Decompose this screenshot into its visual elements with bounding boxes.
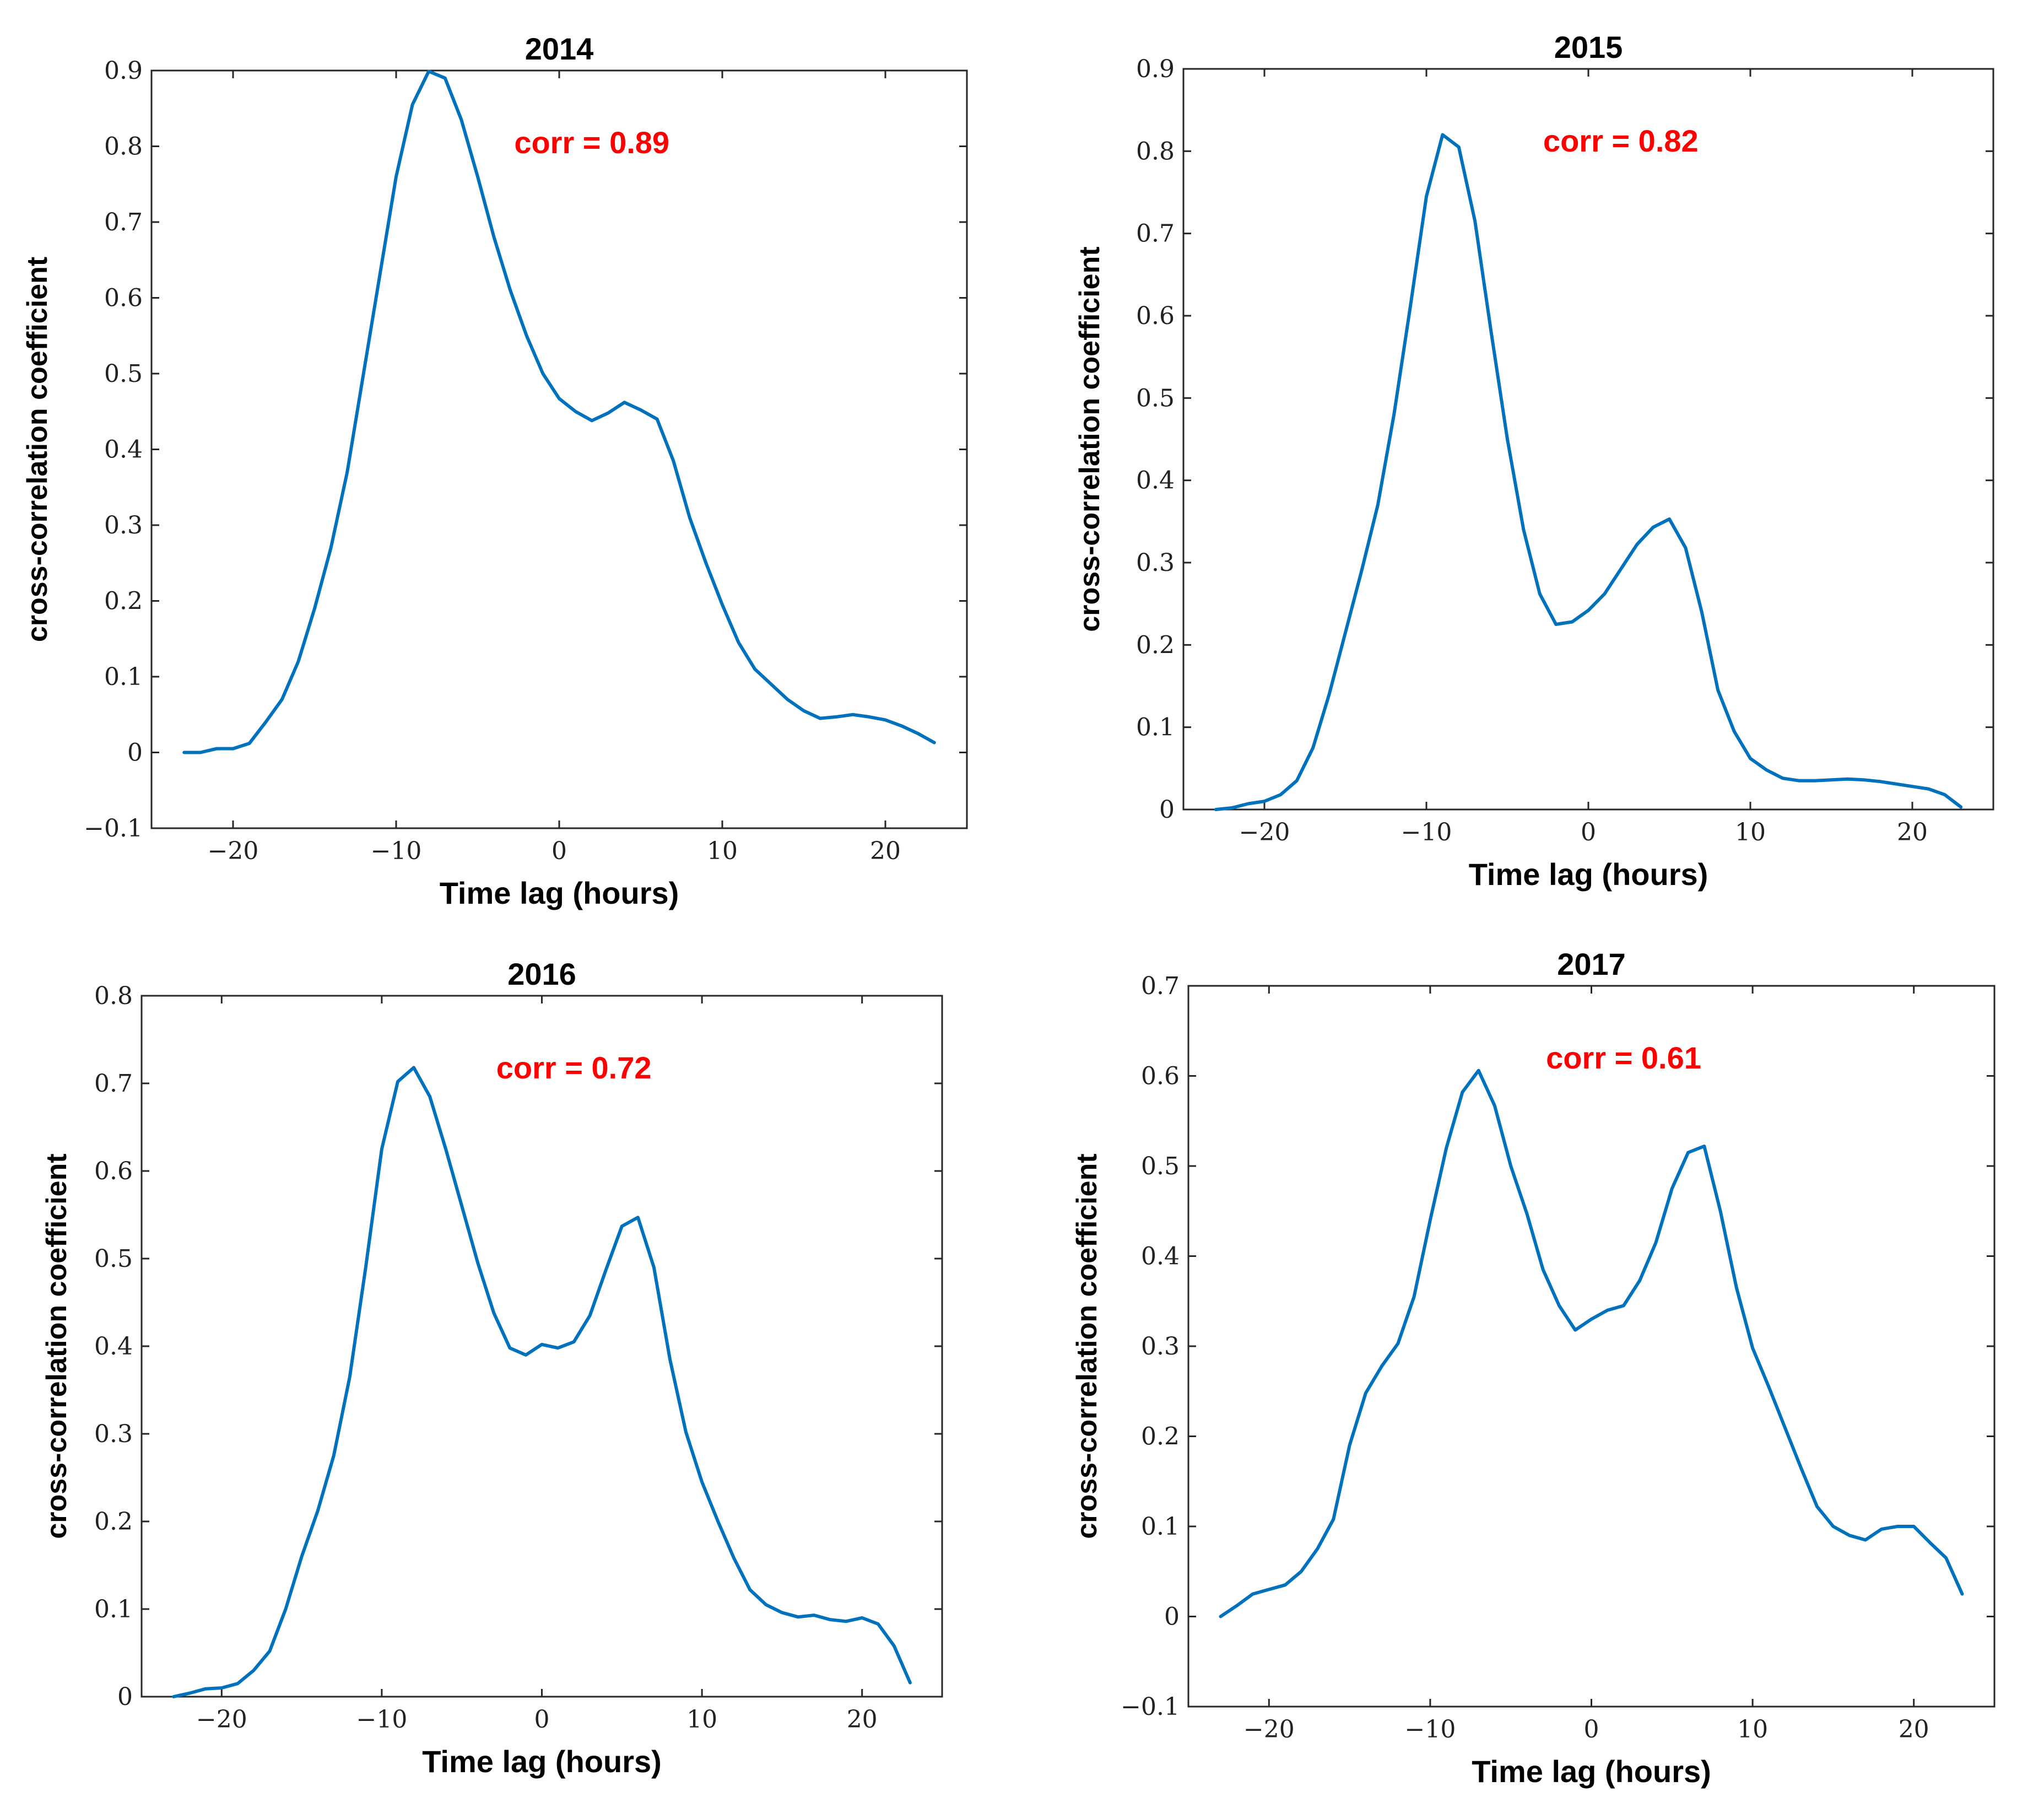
- corr-annotation: corr = 0.89: [514, 125, 669, 160]
- chart-title: 2015: [1554, 30, 1623, 64]
- y-tick-label: 0.5: [1136, 384, 1175, 412]
- y-tick-label: 0: [1159, 796, 1175, 824]
- y-tick-label: 0.8: [1136, 137, 1175, 165]
- x-axis-label: Time lag (hours): [422, 1744, 662, 1779]
- y-tick-label: 0: [117, 1683, 133, 1711]
- y-tick-label: 0.1: [1141, 1513, 1180, 1541]
- y-tick-label: 0.7: [1136, 220, 1175, 248]
- y-tick-label: 0.5: [1141, 1152, 1180, 1180]
- y-tick-label: 0.2: [1141, 1423, 1180, 1451]
- series-line: [172, 1066, 912, 1698]
- series-line: [182, 69, 936, 754]
- y-tick-label: 0.4: [1141, 1243, 1180, 1271]
- x-axis-label: Time lag (hours): [1469, 857, 1708, 892]
- x-tick-label: 10: [707, 837, 738, 865]
- y-tick-label: 0.6: [1136, 302, 1175, 330]
- x-tick-label: 0: [1584, 1715, 1599, 1744]
- panel-2016: −20 −10 0 10 20 0 0.1 0.2 0.3 0.4 0.5 0.6 0.7 0.8 2016…: [41, 957, 943, 1779]
- y-tick-label: 0.5: [104, 360, 143, 388]
- x-tick-label: −20: [208, 837, 259, 865]
- x-tick-label: 10: [686, 1706, 717, 1734]
- x-tick-label: 10: [1737, 1715, 1768, 1744]
- y-tick-label: 0: [127, 739, 143, 767]
- y-axis-label: cross-correlation coefficient: [1071, 1153, 1103, 1539]
- y-tick-label: −0.1: [84, 814, 143, 843]
- x-tick-label: 10: [1735, 818, 1766, 846]
- x-tick-label: −10: [356, 1706, 407, 1734]
- x-axis-label: Time lag (hours): [1472, 1754, 1711, 1789]
- panel-2017: −20 −10 0 10 20 −0.1 0 0.1 0.2 0.3 0.4 0.5 0.6 0.7 201…: [1071, 947, 1996, 1789]
- x-tick-label: 20: [1897, 818, 1928, 846]
- y-tick-label: 0.6: [94, 1157, 133, 1185]
- y-axis-label: cross-correlation coefficient: [1074, 246, 1106, 632]
- y-tick-label: 0.9: [1136, 55, 1175, 83]
- y-tick-label: 0.2: [94, 1508, 133, 1536]
- axes-frame: [1182, 68, 1994, 811]
- x-tick-label: 20: [847, 1706, 878, 1734]
- y-tick-label: 0.6: [104, 284, 143, 312]
- x-tick-label: −20: [1239, 818, 1290, 846]
- chart-title: 2014: [525, 31, 594, 66]
- panel-2014: −20 −10 0 10 20 −0.1 0 0.1 0.2 0.3 0.4 0.5 0.6 0.7 0.8…: [21, 31, 968, 910]
- y-tick-label: 0.3: [1141, 1332, 1180, 1361]
- x-tick-label: −10: [371, 837, 422, 865]
- x-tick-label: 20: [1899, 1715, 1929, 1744]
- series-line: [1219, 1068, 1964, 1618]
- y-tick-label: 0.6: [1141, 1062, 1180, 1091]
- y-tick-label: 0.3: [1136, 549, 1175, 577]
- y-tick-label: 0.9: [104, 57, 143, 85]
- y-tick-label: 0.1: [1136, 714, 1175, 742]
- chart-title: 2016: [507, 957, 576, 991]
- y-tick-label: 0.3: [94, 1420, 133, 1448]
- x-tick-label: 0: [551, 837, 567, 865]
- y-tick-label: 0.1: [94, 1595, 133, 1623]
- x-tick-label: −10: [1401, 818, 1452, 846]
- y-tick-label: 0.8: [94, 982, 133, 1010]
- chart-title: 2017: [1557, 947, 1626, 981]
- y-tick-label: 0.1: [104, 663, 143, 691]
- panel-2015: −20 −10 0 10 20 0 0.1 0.2 0.3 0.4 0.5 0.6 0.7 0.8 0.9 2…: [1074, 30, 1994, 892]
- y-tick-label: 0.2: [1136, 631, 1175, 659]
- series-line: [1214, 133, 1963, 811]
- x-tick-label: −10: [1404, 1715, 1456, 1744]
- y-tick-label: 0: [1164, 1603, 1180, 1631]
- y-tick-label: 0.7: [104, 208, 143, 236]
- x-tick-label: 20: [870, 837, 901, 865]
- y-tick-label: 0.7: [94, 1070, 133, 1098]
- x-tick-label: −20: [196, 1706, 247, 1734]
- y-axis-label: cross-correlation coefficient: [41, 1153, 73, 1539]
- y-tick-label: 0.2: [104, 587, 143, 616]
- y-tick-label: 0.3: [104, 511, 143, 539]
- corr-annotation: corr = 0.61: [1546, 1040, 1701, 1075]
- x-tick-label: 0: [1581, 818, 1596, 846]
- corr-annotation: corr = 0.72: [496, 1050, 652, 1085]
- x-axis-label: Time lag (hours): [440, 876, 679, 910]
- y-tick-label: 0.5: [94, 1245, 133, 1273]
- y-tick-label: 0.4: [1136, 467, 1175, 495]
- y-tick-label: −0.1: [1121, 1693, 1180, 1721]
- corr-annotation: corr = 0.82: [1543, 123, 1699, 158]
- y-axis-label: cross-correlation coefficient: [21, 257, 53, 642]
- x-tick-label: 0: [534, 1706, 550, 1734]
- y-tick-label: 0.4: [94, 1332, 133, 1361]
- y-tick-label: 0.4: [104, 436, 143, 464]
- y-tick-label: 0.8: [104, 133, 143, 161]
- x-tick-label: −20: [1243, 1715, 1295, 1744]
- axes-frame: [1187, 985, 1996, 1708]
- y-tick-label: 0.7: [1141, 972, 1180, 1000]
